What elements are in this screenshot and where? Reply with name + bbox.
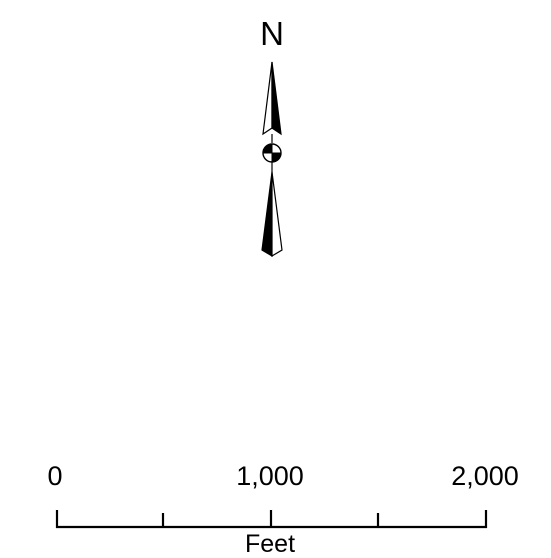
scale-unit-label: Feet xyxy=(244,530,296,558)
north-arrow-lower-light-half xyxy=(271,171,283,258)
north-label: N xyxy=(260,15,284,52)
north-arrow-center-circle xyxy=(262,143,282,163)
scale-label-0: 0 xyxy=(47,461,63,491)
north-arrow-lower-dark-half xyxy=(261,171,273,258)
north-arrow-upper-dark-half xyxy=(271,61,282,136)
scale-label-2000: 2,000 xyxy=(451,461,519,491)
scale-bar xyxy=(55,510,488,529)
north-arrow-upper-light-half xyxy=(262,61,273,136)
scale-label-1000: 1,000 xyxy=(236,461,304,491)
